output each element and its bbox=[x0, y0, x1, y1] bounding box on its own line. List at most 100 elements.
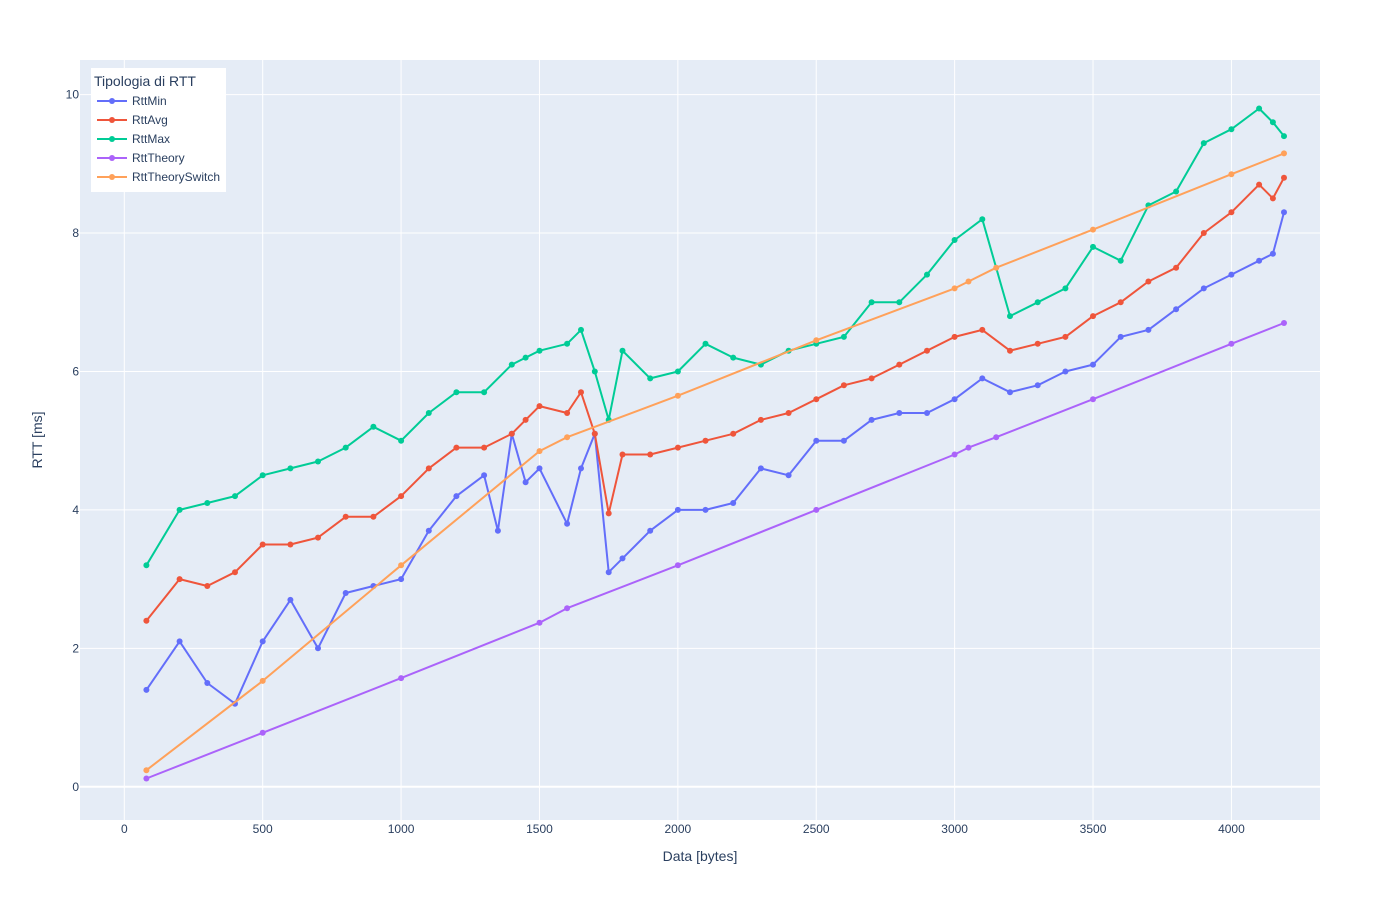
data-point-rttmax[interactable] bbox=[425, 410, 432, 416]
series-rtttheory[interactable] bbox=[143, 320, 1287, 782]
data-point-rttmax[interactable] bbox=[868, 299, 875, 306]
data-point-rttavg[interactable] bbox=[522, 416, 529, 423]
data-point-rttavg[interactable] bbox=[647, 451, 654, 458]
data-point-rttmin[interactable] bbox=[204, 680, 211, 686]
data-point-rttmin[interactable] bbox=[896, 410, 903, 416]
data-point-rttavg[interactable] bbox=[425, 465, 432, 472]
data-point-rttmax[interactable] bbox=[370, 423, 377, 430]
data-point-rttmin[interactable] bbox=[578, 465, 584, 472]
data-point-rtttheoryswitch[interactable] bbox=[965, 278, 972, 285]
data-point-rttmax[interactable] bbox=[143, 562, 150, 569]
data-point-rttavg[interactable] bbox=[1090, 313, 1096, 320]
data-point-rttmax[interactable] bbox=[1269, 119, 1276, 126]
data-point-rttmin[interactable] bbox=[785, 472, 792, 479]
data-point-rttmax[interactable] bbox=[508, 361, 515, 368]
data-point-rttavg[interactable] bbox=[536, 403, 543, 410]
data-point-rttmax[interactable] bbox=[1228, 126, 1235, 133]
data-point-rttmin[interactable] bbox=[481, 472, 488, 479]
data-point-rttmax[interactable] bbox=[315, 458, 321, 465]
data-point-rtttheory[interactable] bbox=[1090, 396, 1096, 403]
data-point-rttmin[interactable] bbox=[259, 638, 266, 645]
data-point-rttavg[interactable] bbox=[176, 576, 183, 583]
data-point-rttmax[interactable] bbox=[951, 237, 958, 243]
data-point-rtttheoryswitch[interactable] bbox=[259, 677, 266, 684]
data-point-rttmin[interactable] bbox=[979, 375, 986, 382]
legend-item-rtttheory[interactable]: RttTheory bbox=[97, 151, 185, 165]
data-point-rttavg[interactable] bbox=[813, 396, 820, 403]
data-point-rttavg[interactable] bbox=[1228, 209, 1235, 216]
data-point-rttmax[interactable] bbox=[1007, 313, 1013, 320]
data-point-rttmax[interactable] bbox=[342, 444, 349, 451]
data-point-rttavg[interactable] bbox=[1117, 299, 1124, 306]
data-point-rttmax[interactable] bbox=[591, 368, 598, 375]
data-point-rtttheoryswitch[interactable] bbox=[813, 337, 820, 344]
data-point-rttavg[interactable] bbox=[453, 444, 460, 451]
data-point-rttavg[interactable] bbox=[578, 389, 584, 396]
data-point-rttavg[interactable] bbox=[619, 451, 626, 458]
data-point-rttmin[interactable] bbox=[425, 527, 432, 534]
data-point-rtttheoryswitch[interactable] bbox=[993, 264, 1000, 271]
data-point-rttmin[interactable] bbox=[564, 520, 571, 527]
data-point-rttmin[interactable] bbox=[453, 493, 460, 500]
data-point-rttavg[interactable] bbox=[757, 416, 764, 423]
data-point-rttmax[interactable] bbox=[481, 389, 488, 396]
data-point-rtttheory[interactable] bbox=[813, 506, 820, 513]
data-point-rttmax[interactable] bbox=[674, 368, 681, 375]
data-point-rttmax[interactable] bbox=[1281, 133, 1287, 140]
legend-item-rttavg[interactable]: RttAvg bbox=[97, 113, 168, 127]
data-point-rttmax[interactable] bbox=[619, 347, 626, 354]
data-point-rtttheory[interactable] bbox=[398, 675, 405, 682]
data-point-rttavg[interactable] bbox=[979, 326, 986, 333]
data-point-rttavg[interactable] bbox=[1173, 264, 1180, 271]
data-point-rttmin[interactable] bbox=[315, 645, 321, 652]
data-point-rtttheoryswitch[interactable] bbox=[1090, 226, 1096, 233]
data-point-rtttheory[interactable] bbox=[1281, 320, 1287, 326]
data-point-rttmin[interactable] bbox=[176, 638, 183, 645]
data-point-rttavg[interactable] bbox=[1269, 195, 1276, 202]
data-point-rttavg[interactable] bbox=[1200, 230, 1207, 236]
data-point-rttmax[interactable] bbox=[924, 271, 930, 278]
data-point-rttmax[interactable] bbox=[578, 326, 584, 333]
data-point-rttavg[interactable] bbox=[1062, 333, 1069, 340]
data-point-rttmin[interactable] bbox=[868, 416, 875, 423]
data-point-rttavg[interactable] bbox=[398, 493, 405, 500]
data-point-rttmin[interactable] bbox=[924, 410, 930, 416]
data-point-rttavg[interactable] bbox=[591, 430, 598, 437]
data-point-rttmin[interactable] bbox=[1269, 250, 1276, 257]
data-point-rttavg[interactable] bbox=[951, 333, 958, 340]
data-point-rttmax[interactable] bbox=[896, 299, 903, 306]
data-point-rttmin[interactable] bbox=[702, 506, 709, 513]
data-point-rttmax[interactable] bbox=[176, 506, 183, 513]
data-point-rtttheoryswitch[interactable] bbox=[674, 392, 681, 399]
data-point-rttmin[interactable] bbox=[398, 576, 405, 583]
data-point-rttmax[interactable] bbox=[259, 472, 266, 479]
data-point-rttmax[interactable] bbox=[287, 465, 294, 472]
data-point-rttmin[interactable] bbox=[757, 465, 764, 472]
data-point-rttmax[interactable] bbox=[453, 389, 460, 396]
data-point-rttavg[interactable] bbox=[605, 510, 612, 517]
data-point-rttavg[interactable] bbox=[232, 569, 238, 576]
data-point-rttmax[interactable] bbox=[840, 333, 847, 340]
data-point-rttmin[interactable] bbox=[1145, 326, 1152, 333]
data-point-rttavg[interactable] bbox=[143, 617, 150, 624]
data-point-rtttheory[interactable] bbox=[1228, 340, 1235, 347]
data-point-rttmin[interactable] bbox=[1173, 306, 1180, 313]
data-point-rttmin[interactable] bbox=[1090, 361, 1096, 368]
data-point-rttmax[interactable] bbox=[979, 216, 986, 223]
data-point-rttmax[interactable] bbox=[1173, 188, 1180, 195]
data-point-rttavg[interactable] bbox=[481, 444, 488, 451]
data-point-rttavg[interactable] bbox=[259, 541, 266, 548]
data-point-rttavg[interactable] bbox=[315, 534, 321, 541]
data-point-rttmin[interactable] bbox=[536, 465, 543, 472]
data-point-rttmax[interactable] bbox=[1034, 299, 1041, 306]
data-point-rttavg[interactable] bbox=[1256, 181, 1263, 188]
data-point-rttmax[interactable] bbox=[564, 340, 571, 347]
data-point-rttavg[interactable] bbox=[370, 513, 377, 520]
data-point-rttavg[interactable] bbox=[702, 437, 709, 444]
data-point-rtttheoryswitch[interactable] bbox=[398, 562, 405, 569]
data-point-rttavg[interactable] bbox=[868, 375, 875, 382]
data-point-rttmax[interactable] bbox=[522, 354, 529, 361]
data-point-rtttheory[interactable] bbox=[674, 562, 681, 569]
data-point-rtttheory[interactable] bbox=[143, 775, 150, 782]
legend-items[interactable]: RttMin RttAvg RttMax RttTheory RttTheorySwit… bbox=[97, 94, 220, 184]
